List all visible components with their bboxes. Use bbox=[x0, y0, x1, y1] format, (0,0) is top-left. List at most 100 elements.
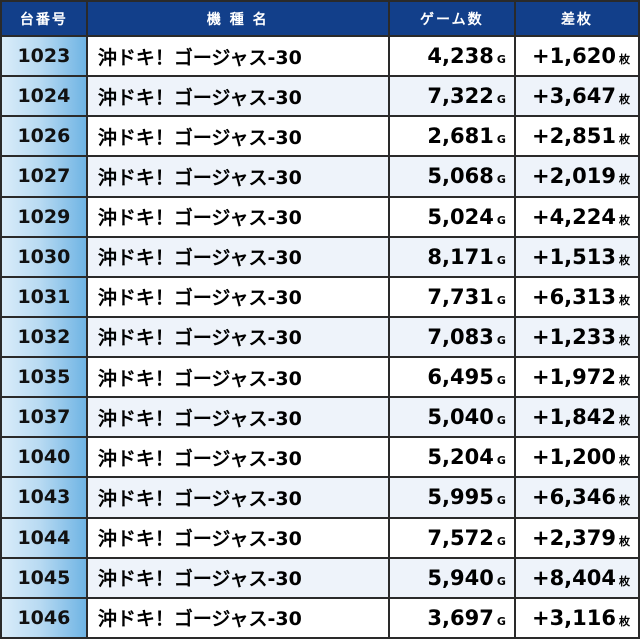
games-value: 7,083 bbox=[427, 324, 494, 349]
difference-cell: +3,647 枚 bbox=[513, 75, 640, 118]
difference-value: +3,647 bbox=[531, 84, 616, 109]
games-unit: G bbox=[496, 93, 506, 107]
table-row: 1030 沖ドキ！ゴージャス-30 8,171 G +1,513 枚 bbox=[0, 235, 640, 278]
machine-number: 1044 bbox=[0, 516, 88, 559]
machine-number: 1029 bbox=[0, 195, 88, 238]
difference-cell: +1,620 枚 bbox=[513, 34, 640, 78]
table-row: 1029 沖ドキ！ゴージャス-30 5,024 G +4,224 枚 bbox=[0, 195, 640, 238]
difference-value: +2,019 bbox=[531, 164, 616, 189]
machine-number: 1045 bbox=[0, 556, 88, 599]
difference-unit: 枚 bbox=[619, 173, 630, 187]
table-row: 1043 沖ドキ！ゴージャス-30 5,995 G +6,346 枚 bbox=[0, 476, 640, 519]
model-name: 沖ドキ！ゴージャス-30 bbox=[85, 275, 390, 318]
difference-cell: +2,019 枚 bbox=[513, 155, 640, 198]
model-name: 沖ドキ！ゴージャス-30 bbox=[85, 516, 390, 559]
games-unit: G bbox=[496, 494, 506, 508]
table-row: 1046 沖ドキ！ゴージャス-30 3,697 G +3,116 枚 bbox=[0, 596, 640, 639]
games-value: 7,572 bbox=[427, 525, 494, 550]
table-row: 1040 沖ドキ！ゴージャス-30 5,204 G +1,200 枚 bbox=[0, 436, 640, 479]
games-unit: G bbox=[496, 53, 506, 67]
table-row: 1035 沖ドキ！ゴージャス-30 6,495 G +1,972 枚 bbox=[0, 355, 640, 399]
games-unit: G bbox=[496, 614, 506, 628]
difference-value: +3,116 bbox=[531, 605, 616, 630]
table-row: 1032 沖ドキ！ゴージャス-30 7,083 G +1,233 枚 bbox=[0, 315, 640, 359]
difference-value: +4,224 bbox=[531, 204, 616, 229]
games-cell: 3,697 G bbox=[387, 596, 516, 639]
header-model-name: 機 種 名 bbox=[85, 0, 390, 37]
model-name: 沖ドキ！ゴージャス-30 bbox=[85, 75, 390, 118]
games-value: 7,731 bbox=[427, 284, 494, 309]
games-cell: 5,024 G bbox=[387, 195, 516, 238]
games-value: 5,940 bbox=[427, 565, 494, 590]
difference-unit: 枚 bbox=[619, 53, 630, 67]
games-value: 4,238 bbox=[427, 44, 494, 69]
games-cell: 5,940 G bbox=[387, 556, 516, 599]
model-name: 沖ドキ！ゴージャス-30 bbox=[85, 195, 390, 238]
model-name: 沖ドキ！ゴージャス-30 bbox=[85, 396, 390, 439]
difference-cell: +2,379 枚 bbox=[513, 516, 640, 559]
games-value: 8,171 bbox=[427, 244, 494, 269]
difference-value: +1,972 bbox=[531, 365, 616, 390]
difference-value: +1,513 bbox=[531, 244, 616, 269]
difference-value: +8,404 bbox=[531, 565, 616, 590]
difference-value: +1,842 bbox=[531, 405, 616, 430]
games-value: 5,204 bbox=[427, 445, 494, 470]
difference-unit: 枚 bbox=[619, 133, 630, 147]
table-row: 1023 沖ドキ！ゴージャス-30 4,238 G +1,620 枚 bbox=[0, 34, 640, 78]
games-unit: G bbox=[496, 133, 506, 147]
difference-cell: +1,233 枚 bbox=[513, 315, 640, 359]
games-value: 7,322 bbox=[427, 84, 494, 109]
difference-value: +1,620 bbox=[531, 44, 616, 69]
model-name: 沖ドキ！ゴージャス-30 bbox=[85, 556, 390, 599]
games-cell: 6,495 G bbox=[387, 355, 516, 399]
machine-number: 1046 bbox=[0, 596, 88, 639]
games-unit: G bbox=[496, 454, 506, 468]
machine-number: 1032 bbox=[0, 315, 88, 359]
difference-unit: 枚 bbox=[619, 213, 630, 227]
machine-number: 1026 bbox=[0, 115, 88, 158]
machine-number: 1043 bbox=[0, 476, 88, 519]
difference-cell: +1,842 枚 bbox=[513, 396, 640, 439]
model-name: 沖ドキ！ゴージャス-30 bbox=[85, 115, 390, 158]
difference-cell: +1,972 枚 bbox=[513, 355, 640, 399]
games-unit: G bbox=[496, 333, 506, 347]
games-cell: 7,322 G bbox=[387, 75, 516, 118]
games-value: 5,068 bbox=[427, 164, 494, 189]
difference-cell: +1,200 枚 bbox=[513, 436, 640, 479]
model-name: 沖ドキ！ゴージャス-30 bbox=[85, 355, 390, 399]
games-value: 2,681 bbox=[427, 124, 494, 149]
table-row: 1045 沖ドキ！ゴージャス-30 5,940 G +8,404 枚 bbox=[0, 556, 640, 599]
machine-number: 1024 bbox=[0, 75, 88, 118]
games-cell: 5,204 G bbox=[387, 436, 516, 479]
games-unit: G bbox=[496, 574, 506, 588]
games-unit: G bbox=[496, 253, 506, 267]
games-unit: G bbox=[496, 414, 506, 428]
table-body: 1023 沖ドキ！ゴージャス-30 4,238 G +1,620 枚 1024 沖ドキ！ゴージ… bbox=[0, 34, 640, 639]
table-row: 1037 沖ドキ！ゴージャス-30 5,040 G +1,842 枚 bbox=[0, 396, 640, 439]
difference-cell: +6,346 枚 bbox=[513, 476, 640, 519]
difference-unit: 枚 bbox=[619, 414, 630, 428]
header-row: 台番号 機 種 名 ゲーム数 差枚 bbox=[0, 0, 640, 37]
difference-unit: 枚 bbox=[619, 614, 630, 628]
difference-cell: +1,513 枚 bbox=[513, 235, 640, 278]
table-row: 1024 沖ドキ！ゴージャス-30 7,322 G +3,647 枚 bbox=[0, 75, 640, 118]
machine-number: 1037 bbox=[0, 396, 88, 439]
games-cell: 2,681 G bbox=[387, 115, 516, 158]
model-name: 沖ドキ！ゴージャス-30 bbox=[85, 315, 390, 359]
difference-value: +6,313 bbox=[531, 284, 616, 309]
games-unit: G bbox=[496, 534, 506, 548]
machine-number: 1023 bbox=[0, 34, 88, 78]
games-cell: 5,040 G bbox=[387, 396, 516, 439]
games-value: 5,995 bbox=[427, 485, 494, 510]
difference-unit: 枚 bbox=[619, 93, 630, 107]
table-row: 1026 沖ドキ！ゴージャス-30 2,681 G +2,851 枚 bbox=[0, 115, 640, 158]
model-name: 沖ドキ！ゴージャス-30 bbox=[85, 436, 390, 479]
games-cell: 5,995 G bbox=[387, 476, 516, 519]
games-unit: G bbox=[496, 213, 506, 227]
games-unit: G bbox=[496, 374, 506, 388]
table-row: 1044 沖ドキ！ゴージャス-30 7,572 G +2,379 枚 bbox=[0, 516, 640, 559]
difference-unit: 枚 bbox=[619, 374, 630, 388]
games-cell: 7,572 G bbox=[387, 516, 516, 559]
model-name: 沖ドキ！ゴージャス-30 bbox=[85, 155, 390, 198]
